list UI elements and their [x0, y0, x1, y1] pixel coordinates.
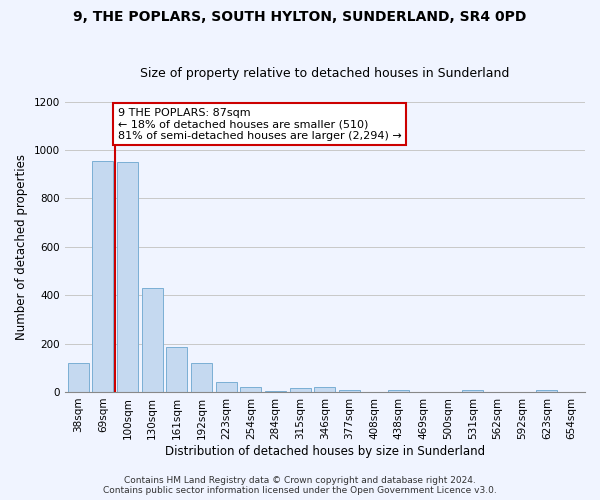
Bar [339, 390, 360, 392]
Bar [463, 390, 483, 392]
Bar [166, 347, 187, 392]
Y-axis label: Number of detached properties: Number of detached properties [15, 154, 28, 340]
Bar [142, 288, 163, 392]
X-axis label: Distribution of detached houses by size in Sunderland: Distribution of detached houses by size … [165, 444, 485, 458]
Bar [117, 162, 138, 392]
Bar [314, 387, 335, 392]
Text: 9 THE POPLARS: 87sqm
← 18% of detached houses are smaller (510)
81% of semi-deta: 9 THE POPLARS: 87sqm ← 18% of detached h… [118, 108, 401, 141]
Bar [216, 382, 236, 392]
Bar [68, 363, 89, 392]
Title: Size of property relative to detached houses in Sunderland: Size of property relative to detached ho… [140, 66, 509, 80]
Text: Contains HM Land Registry data © Crown copyright and database right 2024.
Contai: Contains HM Land Registry data © Crown c… [103, 476, 497, 495]
Bar [92, 161, 113, 392]
Text: 9, THE POPLARS, SOUTH HYLTON, SUNDERLAND, SR4 0PD: 9, THE POPLARS, SOUTH HYLTON, SUNDERLAND… [73, 10, 527, 24]
Bar [191, 363, 212, 392]
Bar [290, 388, 311, 392]
Bar [388, 390, 409, 392]
Bar [536, 390, 557, 392]
Bar [265, 390, 286, 392]
Bar [241, 386, 262, 392]
